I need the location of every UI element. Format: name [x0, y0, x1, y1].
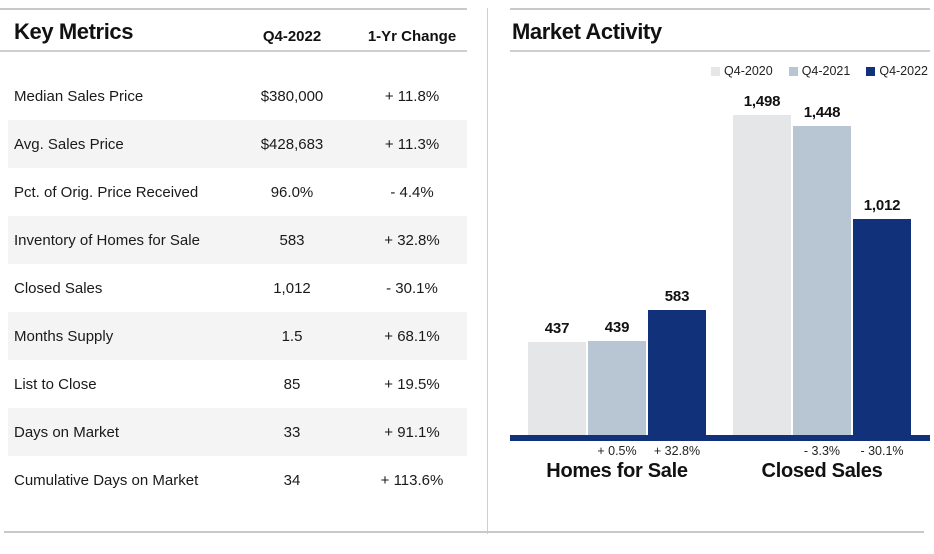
- metric-value: 96.0%: [270, 183, 314, 201]
- table-row-days-on-market: Days on Market 33 + 91.1%: [8, 408, 467, 456]
- panel-divider: [487, 8, 488, 534]
- metric-change: + 68.1%: [384, 327, 440, 345]
- metric-value: 1.5: [281, 327, 303, 345]
- legend-item-q4-2021: Q4-2021: [788, 64, 851, 78]
- metric-label: Inventory of Homes for Sale: [14, 231, 200, 249]
- chart-baseline: [510, 435, 930, 441]
- bar-q4-2021-closed-sales: [793, 126, 851, 435]
- table-row-pct-of-orig-price-received: Pct. of Orig. Price Received 96.0% - 4.4%: [8, 168, 467, 216]
- key-metrics-header: Key Metrics Q4-2022 1-Yr Change: [0, 10, 467, 52]
- bar-q4-2022-homes-for-sale: [648, 310, 706, 435]
- bar-q4-2020-homes-for-sale: [528, 342, 586, 435]
- metric-label: List to Close: [14, 375, 97, 393]
- metric-change: + 11.3%: [384, 135, 440, 153]
- table-row-months-supply: Months Supply 1.5 + 68.1%: [8, 312, 467, 360]
- key-metrics-panel: Key Metrics Q4-2022 1-Yr Change Median S…: [0, 8, 467, 504]
- table-row-median-sales-price: Median Sales Price $380,000 + 11.8%: [8, 72, 467, 120]
- bar-value-label: 437: [544, 320, 570, 337]
- pct-change-label: + 0.5%: [597, 444, 637, 458]
- group-label-closed-sales: Closed Sales: [761, 460, 883, 482]
- pct-change-label: - 3.3%: [803, 444, 841, 458]
- table-row-avg-sales-price: Avg. Sales Price $428,683 + 11.3%: [8, 120, 467, 168]
- metric-change: + 11.8%: [384, 87, 440, 105]
- legend-swatch-icon: [711, 66, 721, 76]
- metric-change: - 30.1%: [386, 279, 438, 297]
- table-row-cumulative-days-on-market: Cumulative Days on Market 34 + 113.6%: [8, 456, 467, 504]
- bottom-rule: [4, 531, 924, 533]
- legend-label: Q4-2021: [801, 64, 851, 78]
- metrics-rows: Median Sales Price $380,000 + 11.8% Avg. Sa…: [8, 72, 467, 504]
- legend-item-q4-2020: Q4-2020: [711, 64, 773, 78]
- bar-q4-2020-closed-sales: [733, 115, 791, 435]
- metric-change: + 113.6%: [380, 471, 444, 489]
- bar-value-label: 583: [664, 288, 690, 305]
- market-activity-header: Market Activity: [510, 10, 930, 52]
- pct-change-label: - 30.1%: [860, 444, 904, 458]
- metric-value: 85: [283, 375, 301, 393]
- bar-value-label: 1,448: [803, 104, 841, 121]
- metric-value: 34: [283, 471, 301, 489]
- chart-legend: Q4-2020 Q4-2021 Q4-2022: [510, 64, 928, 78]
- legend-swatch-icon: [788, 66, 798, 76]
- bar-q4-2022-closed-sales: [853, 219, 911, 435]
- metric-label: Median Sales Price: [14, 87, 144, 105]
- metric-label: Days on Market: [14, 423, 120, 441]
- legend-swatch-icon: [866, 66, 876, 76]
- metric-label: Cumulative Days on Market: [14, 471, 199, 489]
- group-label-homes-for-sale: Homes for Sale: [546, 460, 688, 482]
- bar-value-label: 439: [604, 319, 630, 336]
- metric-change: - 4.4%: [390, 183, 434, 201]
- metric-label: Avg. Sales Price: [14, 135, 124, 153]
- metric-label: Closed Sales: [14, 279, 103, 297]
- metric-label: Months Supply: [14, 327, 114, 345]
- table-row-list-to-close: List to Close 85 + 19.5%: [8, 360, 467, 408]
- metric-value: $428,683: [260, 135, 324, 153]
- bar-value-label: 1,012: [863, 197, 901, 214]
- column-header-q4-2022: Q4-2022: [262, 28, 322, 45]
- bar-plot: 437 439 583 1,498 1,448 1,012: [510, 93, 930, 435]
- metric-value: 1,012: [273, 279, 311, 297]
- metric-value: $380,000: [260, 87, 324, 105]
- pct-change-label: + 32.8%: [653, 444, 701, 458]
- legend-label: Q4-2022: [879, 64, 928, 78]
- metric-change: + 91.1%: [384, 423, 440, 441]
- metric-change: + 32.8%: [384, 231, 440, 249]
- metric-value: 33: [283, 423, 301, 441]
- table-row-inventory-of-homes-for-sale: Inventory of Homes for Sale 583 + 32.8%: [8, 216, 467, 264]
- metric-value: 583: [279, 231, 305, 249]
- market-activity-title: Market Activity: [512, 19, 662, 44]
- bar-q4-2021-homes-for-sale: [588, 341, 646, 435]
- metric-label: Pct. of Orig. Price Received: [14, 183, 199, 201]
- legend-label: Q4-2020: [724, 64, 773, 78]
- bar-value-label: 1,498: [743, 93, 781, 110]
- metric-change: + 19.5%: [384, 375, 440, 393]
- key-metrics-title: Key Metrics: [14, 19, 134, 44]
- column-header-1yr-change: 1-Yr Change: [367, 28, 457, 45]
- market-activity-panel: Market Activity Q4-2020 Q4-2021 Q4-2022 43…: [510, 8, 930, 482]
- legend-item-q4-2022: Q4-2022: [866, 64, 928, 78]
- table-row-closed-sales: Closed Sales 1,012 - 30.1%: [8, 264, 467, 312]
